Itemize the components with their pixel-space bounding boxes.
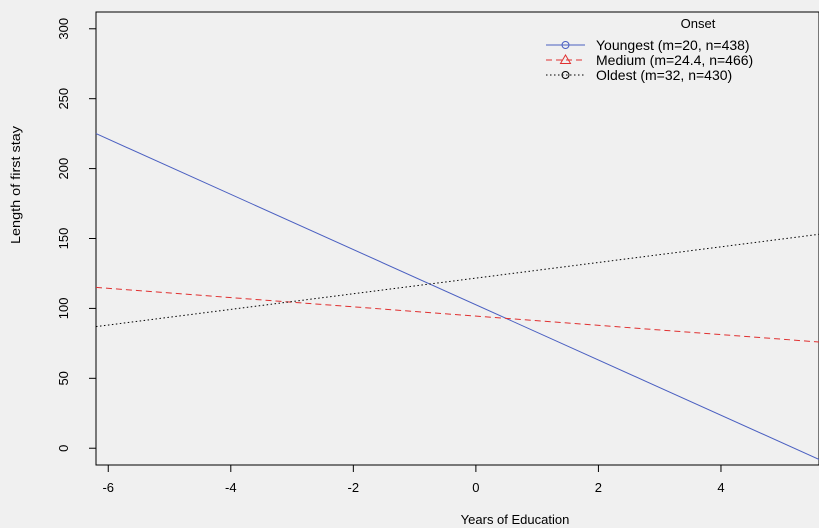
legend-entry-label: Medium (m=24.4, n=466)	[596, 52, 753, 68]
y-tick-label: 150	[56, 228, 71, 250]
legend-marker-circle	[561, 41, 570, 49]
x-tick-label: -6	[102, 480, 114, 495]
legend-entry-label: Oldest (m=32, n=430)	[596, 67, 732, 83]
x-tick-label: 2	[595, 480, 602, 495]
y-axis-label: Length of first stay	[8, 125, 23, 244]
series-line-2	[95, 233, 819, 328]
y-tick-label: 0	[56, 445, 71, 452]
x-tick-label: -4	[225, 480, 237, 495]
series-group	[95, 133, 819, 460]
x-tick-label: 0	[472, 480, 479, 495]
legend: Onset Youngest (m=20, n=438)Medium (m=24…	[546, 16, 753, 83]
legend-title: Onset	[681, 16, 716, 31]
y-tick-label: 250	[56, 88, 71, 110]
legend-entry-label: Youngest (m=20, n=438)	[596, 37, 750, 53]
series-line-1	[95, 286, 819, 343]
x-tick-label: 4	[717, 480, 724, 495]
x-axis-label: Years of Education	[461, 512, 570, 527]
y-tick-label: 300	[56, 18, 71, 40]
series-line-0	[95, 133, 819, 460]
x-axis: -6 -4 -2 0 2 4	[102, 465, 725, 495]
y-tick-label: 50	[56, 371, 71, 385]
legend-marker-triangle	[559, 54, 572, 64]
y-tick-label: 200	[56, 158, 71, 180]
x-tick-label: -2	[348, 480, 360, 495]
y-tick-label: 100	[56, 298, 71, 320]
legend-marker-circle	[561, 71, 570, 79]
y-axis: 0 50 100 150 200 250 300	[56, 18, 96, 452]
